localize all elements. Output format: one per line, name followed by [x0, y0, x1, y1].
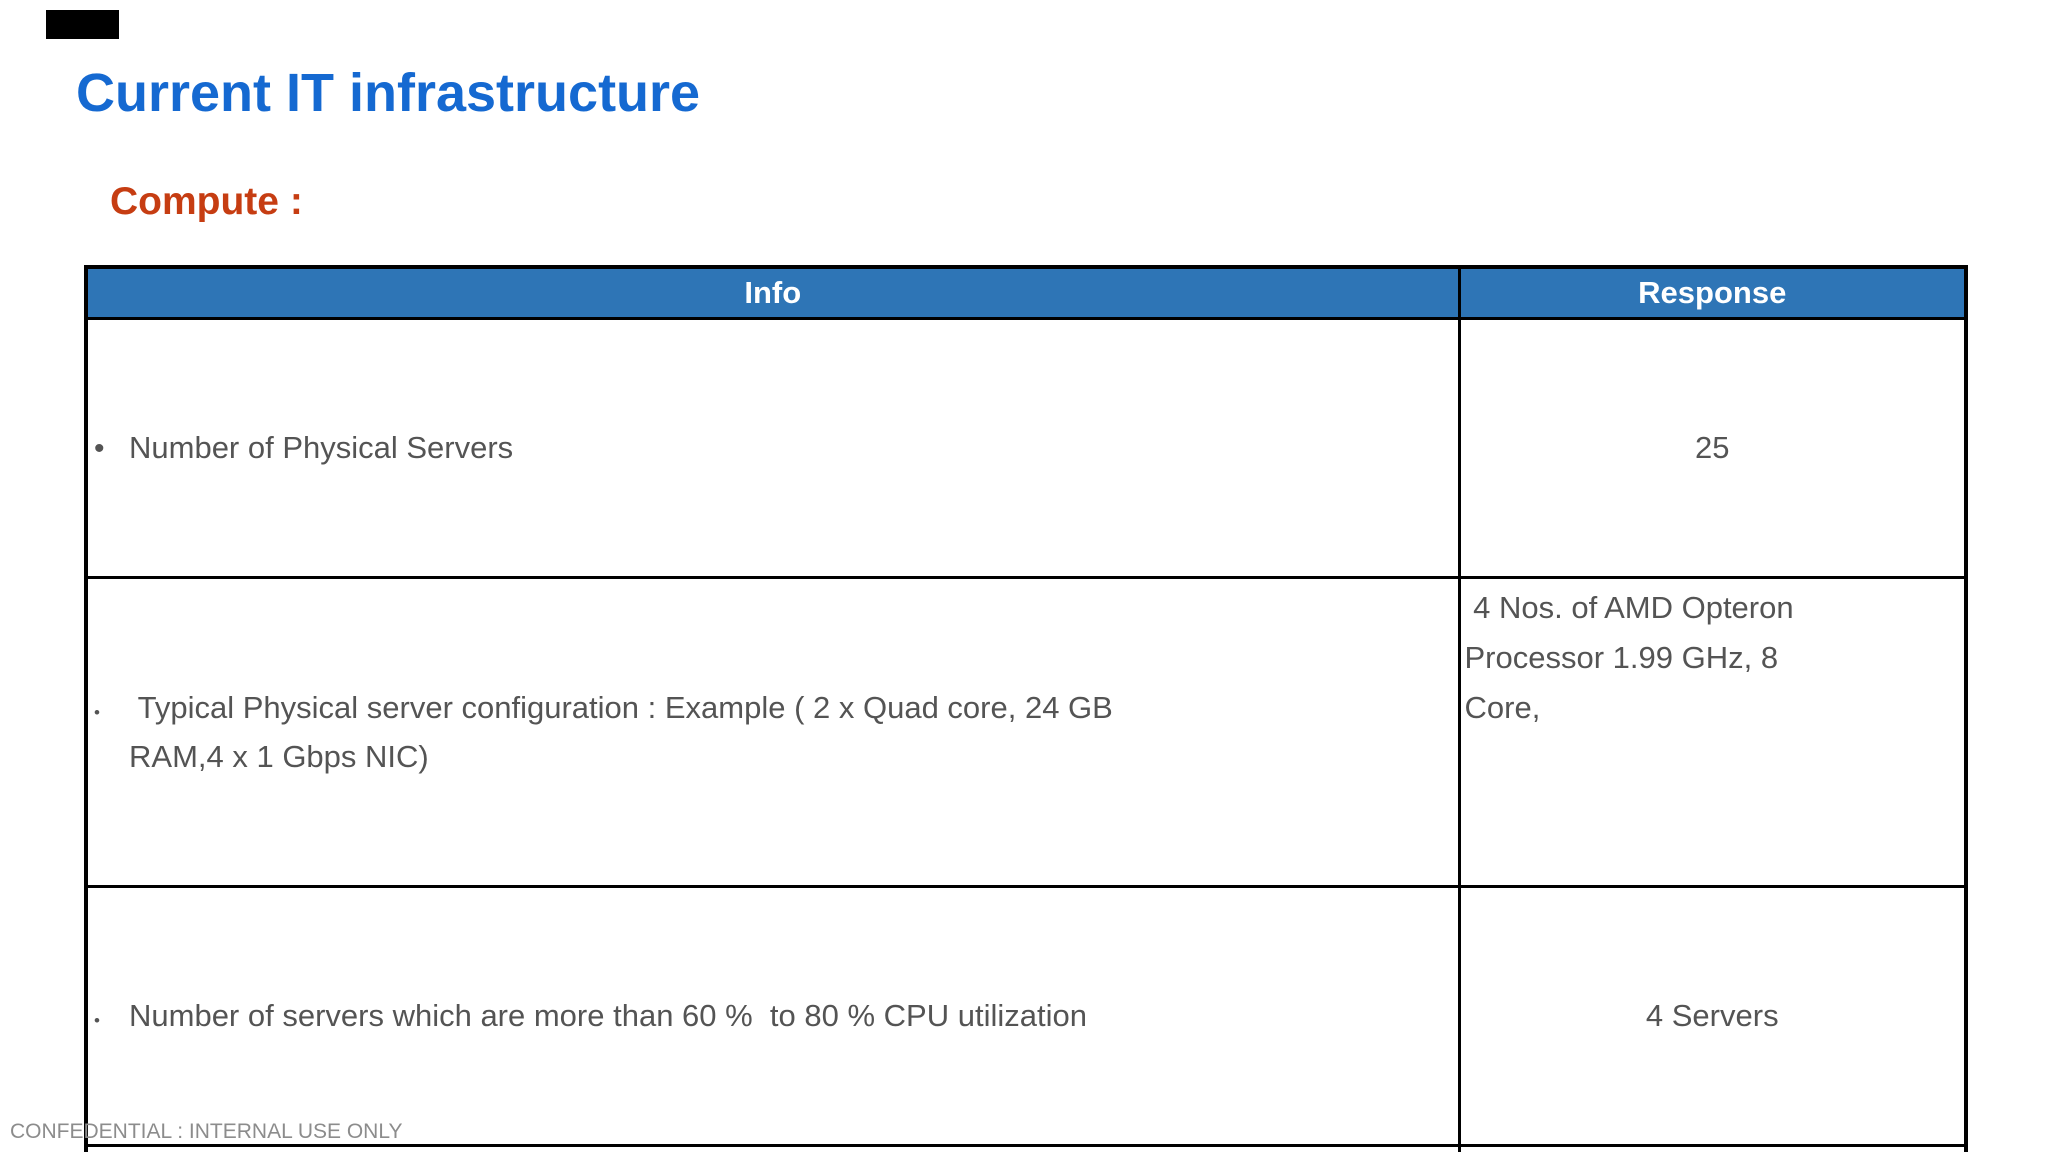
compute-table: Info Response • Number of Physical Serve… [84, 265, 1968, 1152]
bullet-marker: • [94, 1011, 100, 1031]
response-text: 4 Servers [1457, 884, 1968, 1147]
table-row: • Number of servers which are more than … [84, 884, 1968, 1147]
bullet-marker: • [94, 702, 100, 722]
response-text: 25 [1457, 316, 1968, 580]
info-text: Typical Physical server configuration : … [129, 689, 1113, 775]
info-cell: • Number of servers which are between 40… [84, 1143, 1461, 1152]
footer-confidential-notice: CONFEDENTIAL : INTERNAL USE ONLY [10, 1120, 403, 1143]
response-text: 4 Nos. of AMD Opteron Processor 1.99 GHz… [1457, 576, 1968, 888]
page-title: Current IT infrastructure [76, 63, 701, 123]
info-cell: • Number of servers which are more than … [84, 884, 1461, 1147]
info-cell: • Number of Physical Servers [84, 316, 1461, 580]
table-row: • Number of servers which are between 40… [84, 1143, 1968, 1152]
info-text: Number of Physical Servers [129, 430, 514, 466]
column-header-response: Response [1457, 265, 1968, 320]
bullet-marker: • [94, 432, 105, 466]
table-header-row: Info Response [84, 265, 1968, 320]
section-label: Compute : [110, 180, 303, 223]
top-left-black-bar [46, 10, 119, 39]
table-row: • Number of Physical Servers 25 [84, 316, 1968, 580]
info-text: Number of servers which are more than 60… [129, 998, 1087, 1034]
column-header-info: Info [84, 265, 1461, 320]
info-cell: • Typical Physical server configuration … [84, 576, 1461, 888]
response-text: 14 Servers [1457, 1143, 1968, 1152]
table-row: • Typical Physical server configuration … [84, 576, 1968, 888]
